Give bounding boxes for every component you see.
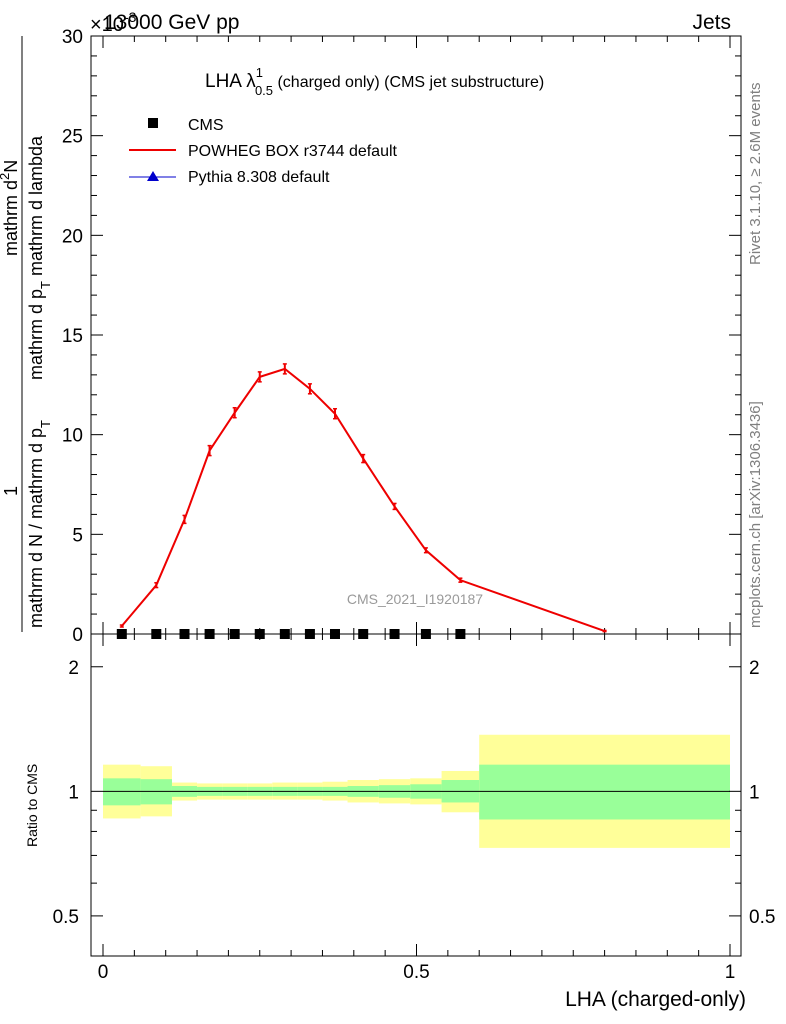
ratio-band-inner <box>479 764 730 820</box>
ratio-xtick-label: 0.5 <box>403 962 429 983</box>
ratio-ytick-label-right: 2 <box>749 658 760 679</box>
chart-title: LHA λ1 0.5 (charged only) (CMS jet substr… <box>205 65 544 98</box>
legend-label-pythia: Pythia 8.308 default <box>188 169 330 186</box>
main-ytick-label: 0 <box>72 625 83 646</box>
main-y-axis-label: 1 mathrm d N / mathrm d pT mathrm d2N ma… <box>0 36 53 632</box>
ratio-ytick-label-right: 0.5 <box>749 907 775 928</box>
legend-label-powheg: POWHEG BOX r3744 default <box>188 143 398 160</box>
legend-label-cms: CMS <box>188 117 224 134</box>
ratio-xtick-label: 0 <box>98 962 109 983</box>
powheg-series <box>119 363 607 633</box>
ylabel-denominator: mathrm d pT mathrm d lambda <box>26 135 53 380</box>
legend: CMS POWHEG BOX r3744 default Pythia 8.30… <box>129 117 398 186</box>
ratio-ytick-label: 1 <box>68 782 79 803</box>
powheg-line <box>121 367 605 632</box>
analysis-watermark: CMS_2021_I1920187 <box>347 591 483 607</box>
main-y-ticks: 0 5 10 15 20 25 30 <box>62 27 741 646</box>
main-ytick-label: 20 <box>62 226 83 247</box>
ratio-band-inner <box>103 778 141 806</box>
x-axis-label: LHA (charged-only) <box>565 988 746 1011</box>
main-ytick-label: 10 <box>62 426 83 447</box>
header-energy-label: 13000 GeV pp <box>104 11 239 34</box>
ratio-ytick-label: 2 <box>68 658 79 679</box>
ratio-y-ticks: 0.5 0.5 1 1 2 2 <box>53 658 776 928</box>
ratio-xtick-label: 1 <box>725 962 736 983</box>
ratio-ytick-label-right: 1 <box>749 782 760 803</box>
main-ytick-label: 5 <box>72 525 83 546</box>
mcplots-credit-label: mcplots.cern.ch [arXiv:1306.3436] <box>747 401 764 628</box>
legend-marker-cms <box>148 118 158 128</box>
y-scale-exponent: ×10-3 <box>90 9 137 36</box>
main-ytick-label: 25 <box>62 127 83 148</box>
ylabel-prefix-denominator: mathrm d N / mathrm d pT <box>26 420 53 628</box>
ratio-x-ticks: 0 0.5 1 <box>98 634 736 983</box>
main-ytick-label: 30 <box>62 27 83 48</box>
main-x-ticks <box>102 36 731 634</box>
ratio-ytick-label: 0.5 <box>53 907 79 928</box>
main-ytick-label: 15 <box>62 326 83 347</box>
ylabel-numerator: mathrm d2N <box>0 160 21 256</box>
ylabel-prefix-numerator: 1 <box>1 486 21 496</box>
header-jets-label: Jets <box>692 11 731 34</box>
rivet-version-label: Rivet 3.1.10, ≥ 2.6M events <box>747 83 764 266</box>
ratio-y-axis-label: Ratio to CMS <box>24 764 40 847</box>
legend-marker-pythia <box>147 171 159 181</box>
